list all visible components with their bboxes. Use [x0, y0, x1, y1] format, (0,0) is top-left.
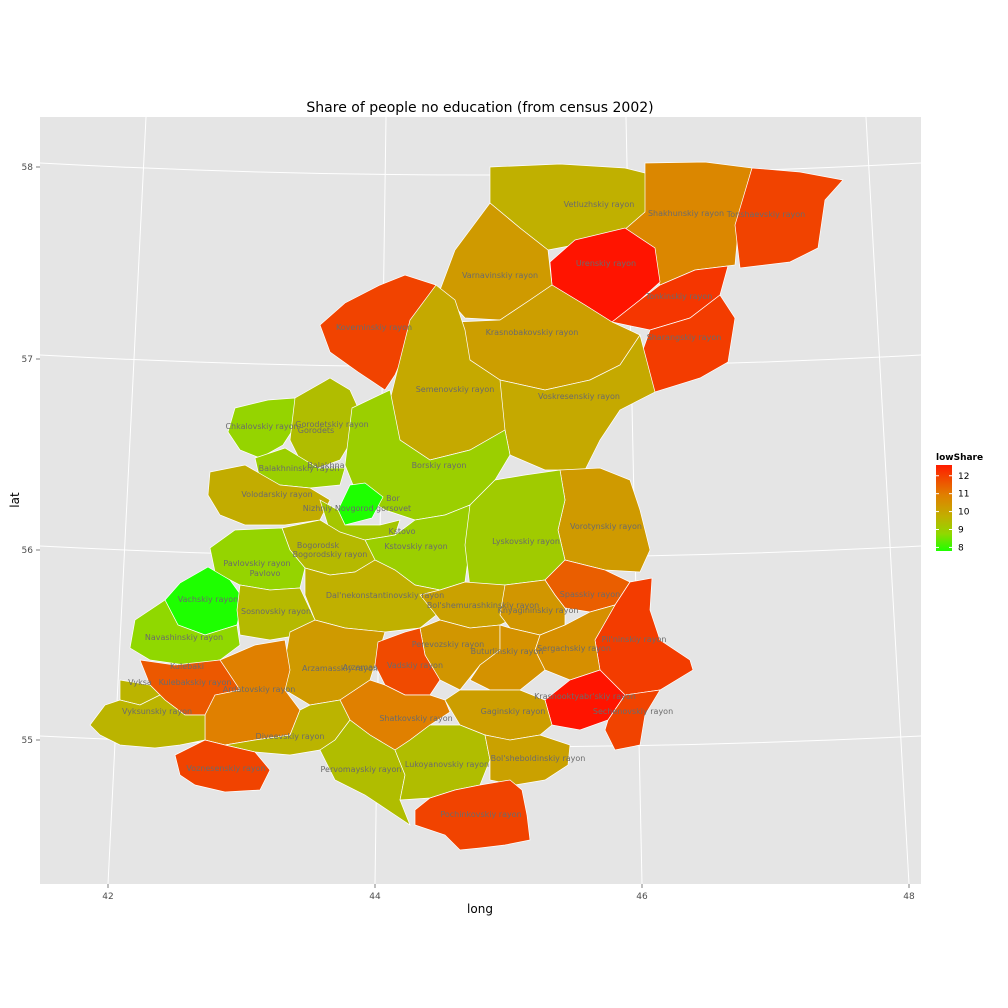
region-gorodetskiy-rayon [289, 377, 361, 469]
region-label-kulebaki: Kulebaki [170, 662, 204, 671]
region-label-bogorodskiy-rayon: Bogorodskiy rayon [293, 550, 368, 559]
legend-tick-label: 11 [958, 490, 969, 500]
y-axis-title: lat [8, 492, 22, 508]
region-chkalovskiy-rayon [227, 397, 297, 459]
chart-title: Share of people no education (from censu… [306, 100, 653, 116]
x-axis-title: long [467, 902, 493, 916]
region-label-sergachskiy-rayon: Sergachskiy rayon [537, 644, 611, 653]
region-label-tonshaevskiy-rayon: Tonshaevskiy rayon [726, 210, 805, 219]
region-pochinkovskiy-rayon [414, 779, 531, 851]
region-navashinskiy-rayon [129, 599, 241, 666]
legend-tick-label: 8 [958, 543, 964, 553]
region-tonshaevskiy-rayon [734, 167, 844, 269]
legend-tick-label: 10 [958, 508, 970, 518]
meridian-42 [107, 116, 147, 885]
region-lukoyanovskiy-rayon [394, 724, 491, 801]
region-label-varnavinskiy-rayon: Varnavinskiy rayon [462, 271, 538, 280]
x-tick-label: 48 [903, 892, 915, 902]
legend-tick-label: 12 [958, 472, 969, 482]
region-label-sharangskiy-rayon: Sharangskiy rayon [647, 333, 722, 342]
region-label-chkalovskiy-rayon: Chkalovskiy rayon [225, 422, 298, 431]
y-tick-label: 57 [22, 355, 33, 365]
legend-ticks: 12 11 10 9 8 [936, 472, 970, 553]
parallel-58 [39, 162, 922, 176]
region-label-vachskiy-rayon: Vachskiy rayon [178, 595, 238, 604]
x-axis: 42 44 46 48 long [102, 884, 915, 916]
region-bol-sheboldinskiy-rayon [484, 734, 571, 786]
region-label-vyksunskiy-rayon: Vyksunskiy rayon [122, 707, 192, 716]
region-label-vadskiy-rayon: Vadskiy rayon [387, 661, 443, 670]
region-label-arzamasskiy-rayon: Arzamasskiy rayon [302, 664, 378, 673]
region-label-bogorodsk: Bogorodsk [297, 541, 340, 550]
region-label-kstovo: Kstovo [388, 527, 415, 536]
plot-panel: Vetluzhskiy rayon Shakhunskiy rayon Tonsha… [39, 116, 922, 885]
region-label-gorodetskiy-rayon: Gorodetskiy rayon [295, 420, 368, 429]
region-sechenovskiy-rayon [604, 689, 661, 751]
region-label-vorotynskiy-rayon: Vorotynskiy rayon [570, 522, 642, 531]
region-label-vyksa: Vyksa [128, 678, 152, 687]
x-tick-label: 42 [102, 892, 113, 902]
region-label-voznesenskiy-rayon: Voznesenskiy rayon [186, 764, 265, 773]
legend-title: lowShare [936, 453, 983, 463]
region-label-buturlinskiy-rayon: Buturlinskiy rayon [471, 647, 544, 656]
region-label-gaginskiy-rayon: Gaginskiy rayon [481, 707, 546, 716]
region-label-urenskiy-rayon: Urenskiy rayon [576, 259, 636, 268]
region-label-vetluzhskiy-rayon: Vetluzhskiy rayon [564, 200, 635, 209]
y-tick-label: 58 [22, 163, 34, 173]
y-tick-label: 55 [22, 736, 33, 746]
region-label-pil-ninskiy-rayon: Pil'ninskiy rayon [602, 635, 667, 644]
region-label-pavlovo: Pavlovo [250, 569, 281, 578]
region-label-bol-shemurashkinskiy-rayon: Bol'shemurashkinskiy rayon [427, 601, 539, 610]
meridian-48 [865, 116, 910, 885]
region-label-kulebakskiy-rayon: Kulebakskiy rayon [159, 678, 232, 687]
region-label-lukoyanovskiy-rayon: Lukoyanovskiy rayon [405, 760, 489, 769]
region-label-shakhunskiy-rayon: Shakhunskiy rayon [648, 209, 724, 218]
region-vadskiy-rayon [374, 627, 441, 696]
y-tick-label: 56 [22, 546, 34, 556]
region-label-koverninskiy-rayon: Koverninskiy rayon [336, 323, 412, 332]
legend-tick-label: 9 [958, 526, 964, 536]
region-label-sosnovskiy-rayon: Sosnovskiy rayon [241, 607, 311, 616]
region-label-knyagininskiy-rayon: Knyagininskiy rayon [498, 606, 579, 615]
legend: lowShare 12 11 10 9 8 [936, 453, 983, 553]
region-label-balakhna: Balakhna [307, 461, 344, 470]
region-lyskovskiy-rayon [464, 469, 566, 589]
x-tick-label: 44 [369, 892, 381, 902]
legend-colorbar [936, 465, 952, 551]
region-label-ardatovskiy-rayon: Ardatovskiy rayon [223, 685, 296, 694]
y-axis: 58 57 56 55 lat [8, 163, 40, 746]
region-label-dal-nekonstantinovskiy-rayon: Dal'nekonstantinovskiy rayon [326, 591, 444, 600]
region-label-pochinkovskiy-rayon: Pochinkovskiy rayon [440, 810, 521, 819]
region-label-diveevskiy-rayon: Diveevskiy rayon [256, 732, 325, 741]
region-label-tonkinskiy-rayon: Tonkinskiy rayon [645, 292, 713, 301]
region-label-spasskiy-rayon: Spasskiy rayon [560, 590, 620, 599]
region-label-krasnooktyabr-skiy-rayon: Krasnooktyabr'skiy rayon [534, 692, 636, 701]
region-label-shatkovskiy-rayon: Shatkovskiy rayon [379, 714, 452, 723]
region-label-volodarskiy-rayon: Volodarskiy rayon [241, 490, 312, 499]
region-voznesenskiy-rayon [174, 739, 271, 793]
region-labels-layer: Vetluzhskiy rayon Shakhunskiy rayon Tonsha… [122, 200, 805, 819]
region-label-pavlovskiy-rayon: Pavlovskiy rayon [223, 559, 290, 568]
x-tick-label: 46 [636, 892, 648, 902]
regions-layer [89, 161, 844, 851]
region-label-balakhninskiy-rayon: Balakhninskiy rayon [259, 464, 340, 473]
region-label-sechenovskiy-rayon: Sechenovskiy rayon [593, 707, 673, 716]
region-vyksunskiy-rayon [89, 694, 206, 749]
region-label-kstovskiy-rayon: Kstovskiy rayon [384, 542, 447, 551]
region-label-navashinskiy-rayon: Navashinskiy rayon [145, 633, 223, 642]
region-label-pervomayskiy-rayon: Pervomayskiy rayon [321, 765, 402, 774]
region-label-semenovskiy-rayon: Semenovskiy rayon [416, 385, 495, 394]
region-label-borskiy-rayon: Borskiy rayon [412, 461, 467, 470]
region-label-voskresenskiy-rayon: Voskresenskiy rayon [538, 392, 620, 401]
region-label-krasnobakovskiy-rayon: Krasnobakovskiy rayon [486, 328, 579, 337]
region-label-arzamas: Arzamas [343, 663, 378, 672]
region-label-gorodets: Gorodets [298, 426, 334, 435]
region-label-bor: Bor [386, 494, 400, 503]
region-label-perevozskiy-rayon: Perevozskiy rayon [412, 640, 485, 649]
region-diveevskiy-rayon [224, 699, 351, 756]
region-label-nizhniy-novgorod-gorsovet: Nizhniy Novgorod gorsovet [303, 504, 411, 513]
region-label-lyskovskiy-rayon: Lyskovskiy rayon [492, 537, 560, 546]
region-label-bol-sheboldinskiy-rayon: Bol'sheboldinskiy rayon [491, 754, 586, 763]
